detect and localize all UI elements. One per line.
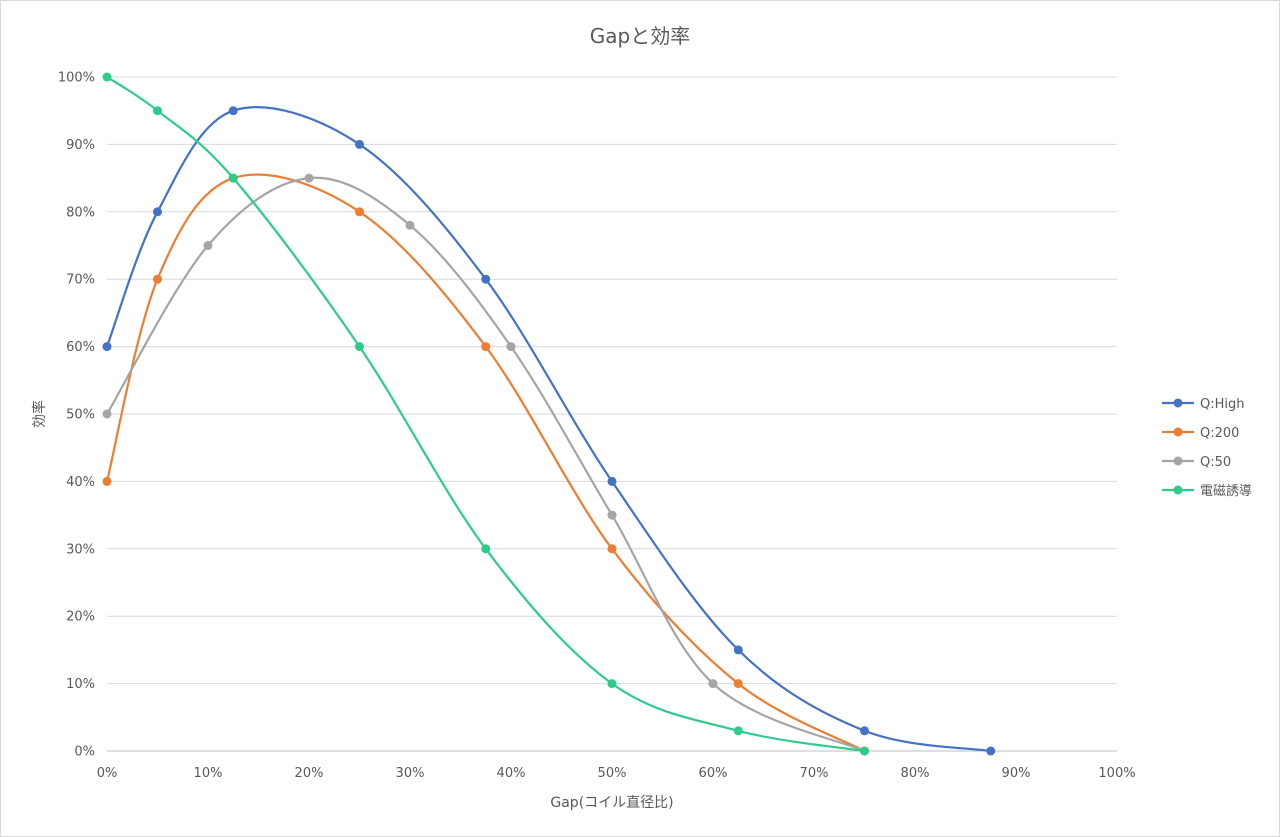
data-point <box>607 679 617 689</box>
data-point <box>708 679 718 689</box>
y-tick-label: 70% <box>66 273 95 288</box>
x-tick-label: 40% <box>497 766 526 781</box>
series-line-2 <box>105 173 866 753</box>
series-line-3 <box>105 176 866 753</box>
x-tick-label: 20% <box>295 766 324 781</box>
data-point <box>102 409 112 419</box>
data-point <box>102 476 112 486</box>
data-point <box>153 106 162 116</box>
data-point <box>607 510 617 520</box>
y-tick-label: 0% <box>74 745 95 760</box>
data-point <box>860 746 869 756</box>
legend-marker-swatch <box>1173 427 1183 437</box>
legend-label: Q:50 <box>1200 455 1231 470</box>
data-point <box>102 72 112 82</box>
x-axis-title: Gap(コイル直径比) <box>550 794 673 811</box>
data-point <box>228 173 238 183</box>
legend-label: Q:200 <box>1200 426 1239 441</box>
x-tick-label: 90% <box>1002 766 1031 781</box>
x-tick-label: 10% <box>194 766 223 781</box>
x-tick-label: 80% <box>901 766 930 781</box>
data-point <box>733 645 743 655</box>
data-point <box>153 207 162 217</box>
gridlines <box>107 76 1117 685</box>
data-point <box>304 173 314 183</box>
y-tick-label: 60% <box>66 340 95 355</box>
data-point <box>986 746 996 756</box>
legend-item: Q:High <box>1162 397 1245 412</box>
legend-label: 電磁誘導 <box>1200 484 1252 499</box>
series-line-1 <box>105 106 992 753</box>
series-markers <box>102 72 996 756</box>
axes: 0% 10% 20% 30% 40% 50% 60% 70% 80% 90% 100% 0% 10% 20… <box>58 71 1136 782</box>
y-axis-title: 効率 <box>31 400 48 428</box>
x-tick-label: 60% <box>699 766 728 781</box>
data-point <box>153 274 162 284</box>
data-point <box>733 679 743 689</box>
y-tick-label: 20% <box>66 610 95 625</box>
x-tick-label: 30% <box>396 766 425 781</box>
data-point <box>102 342 112 352</box>
data-point <box>481 544 491 554</box>
legend-label: Q:High <box>1200 397 1245 412</box>
x-tick-label: 70% <box>800 766 829 781</box>
data-point <box>355 207 364 217</box>
data-point <box>506 342 516 352</box>
y-tick-label: 40% <box>66 475 95 490</box>
legend: Q:High Q:200 Q:50 電磁誘導 <box>1162 397 1252 499</box>
data-point <box>355 342 364 352</box>
x-tick-label: 100% <box>1098 766 1135 781</box>
data-point <box>228 106 238 116</box>
data-point <box>607 544 617 554</box>
y-tick-label: 50% <box>66 408 95 423</box>
x-tick-label: 50% <box>598 766 627 781</box>
y-tick-label: 90% <box>66 138 95 153</box>
data-point <box>481 274 491 284</box>
data-point <box>405 220 415 230</box>
series-line-4 <box>105 75 866 753</box>
data-point <box>733 726 743 736</box>
legend-item: 電磁誘導 <box>1162 484 1252 499</box>
y-tick-label: 100% <box>58 71 95 86</box>
data-point <box>203 241 213 250</box>
legend-item: Q:200 <box>1162 426 1239 441</box>
legend-item: Q:50 <box>1162 455 1231 470</box>
chart-title: Gapと効率 <box>590 24 690 48</box>
data-point <box>481 342 491 352</box>
y-tick-label: 30% <box>66 542 95 557</box>
x-tick-label: 0% <box>97 766 118 781</box>
legend-marker-swatch <box>1173 485 1183 495</box>
legend-marker-swatch <box>1173 398 1183 408</box>
data-point <box>860 726 869 736</box>
legend-marker-swatch <box>1173 456 1183 466</box>
y-tick-label: 10% <box>66 677 95 692</box>
y-tick-label: 80% <box>66 205 95 220</box>
data-point <box>607 476 617 486</box>
data-point <box>355 139 364 149</box>
